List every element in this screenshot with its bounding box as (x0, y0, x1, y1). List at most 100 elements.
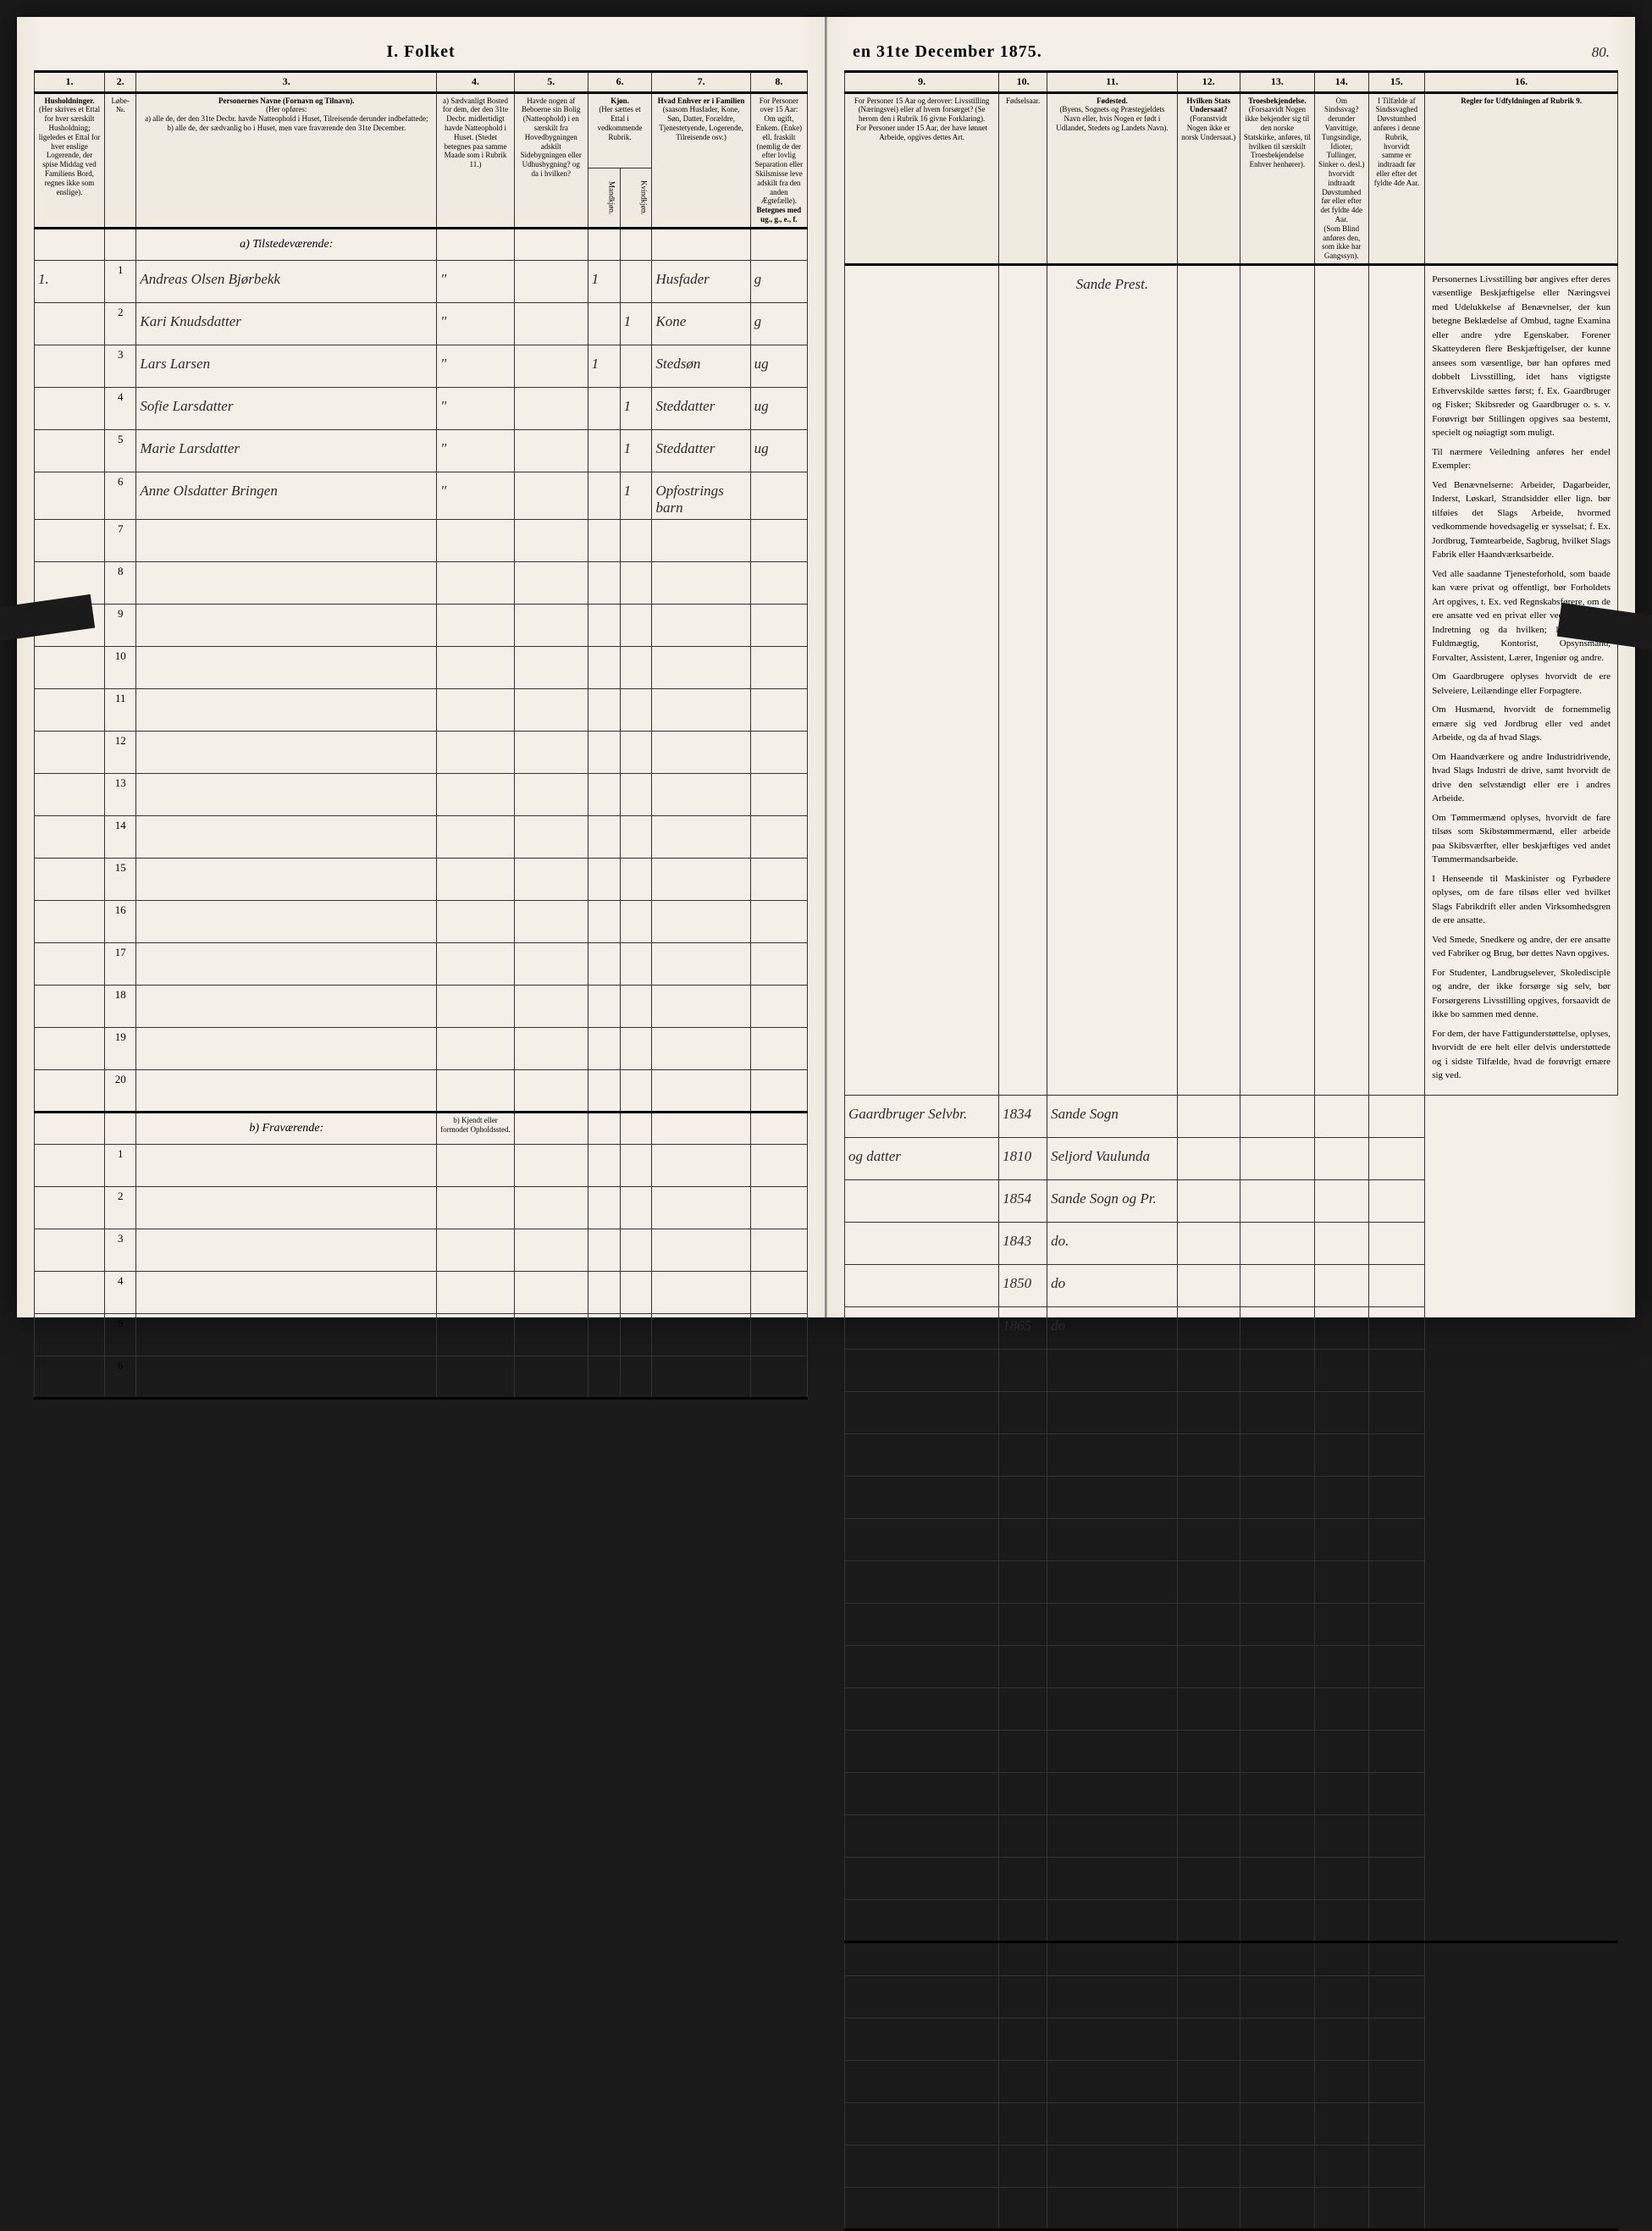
header-col5: Havde nogen af Beboerne sin Bolig (Natte… (514, 92, 588, 228)
table-row: 2 (35, 1186, 808, 1229)
family-position: Stedsøn (652, 345, 750, 387)
table-row: 11 (35, 688, 808, 731)
person-name: Sofie Larsdatter (136, 387, 437, 429)
marital-status (750, 472, 807, 519)
col-num-16: 16. (1425, 72, 1618, 93)
table-row: 3 Lars Larsen " 1 Stedsøn ug (35, 345, 808, 387)
section-b-label: b) Fraværende: (136, 1112, 437, 1144)
col-num-2: 2. (105, 72, 136, 93)
rules-paragraph: Personernes Livsstilling bør angives eft… (1432, 273, 1611, 440)
header-col1: Husholdninger.(Her skrives et Ettal for … (35, 92, 105, 228)
household-num (35, 387, 105, 429)
page-title-left: I. Folket (34, 42, 808, 62)
religion (1240, 1222, 1314, 1264)
disability (1314, 1137, 1368, 1179)
rules-paragraph: For Studenter, Landbrugselever, Skoledis… (1432, 966, 1611, 1022)
table-row: 9 (35, 604, 808, 646)
table-row: 5 (35, 1313, 808, 1356)
table-row: 5 Marie Larsdatter " 1 Steddatter ug (35, 429, 808, 472)
table-row: 15 (35, 858, 808, 900)
header-col4: a) Sædvanligt Bosted for dem, der den 31… (437, 92, 515, 228)
rules-paragraph: Om Haandværkere og andre Industridrivend… (1432, 750, 1611, 806)
col-num-4: 4. (437, 72, 515, 93)
disability-onset (1368, 1222, 1425, 1264)
table-row (845, 1476, 1618, 1518)
table-row (845, 2187, 1618, 2229)
household-num (35, 472, 105, 519)
family-position: Steddatter (652, 387, 750, 429)
table-row (845, 1730, 1618, 1772)
person-name: Lars Larsen (136, 345, 437, 387)
table-row (845, 2102, 1618, 2145)
rules-paragraph: Om Gaardbrugere oplyses hvorvidt de ere … (1432, 670, 1611, 698)
family-position: Husfader (652, 260, 750, 302)
col-num-6: 6. (588, 72, 652, 93)
rules-text-cell: Personernes Livsstilling bør angives eft… (1425, 264, 1618, 1095)
row-number: 17 (105, 942, 136, 985)
person-name: Marie Larsdatter (136, 429, 437, 472)
census-table-left: 1. 2. 3. 4. 5. 6. 7. 8. Husholdninger.(H… (34, 70, 808, 1400)
row-number: 1 (105, 1144, 136, 1186)
birth-year: 1843 (999, 1222, 1047, 1264)
table-row: 6 (35, 1356, 808, 1398)
header-col10: Fødselsaar. (999, 92, 1047, 264)
sex-male: 1 (588, 345, 620, 387)
row-number: 3 (105, 1229, 136, 1271)
birth-place: do (1047, 1306, 1178, 1349)
birth-place: do. (1047, 1222, 1178, 1264)
row-number: 7 (105, 519, 136, 561)
table-row: 13 (35, 773, 808, 815)
occupation: Gaardbruger Selvbr. (845, 1095, 999, 1137)
census-table-right: 9. 10. 11. 12. 13. 14. 15. 16. For Perso… (844, 70, 1618, 2231)
religion (1240, 1095, 1314, 1137)
sex-male (588, 472, 620, 519)
header-col6: Kjøn.(Her sættes et Ettal i vedkommende … (588, 92, 652, 168)
table-row (845, 1391, 1618, 1433)
row-number: 19 (105, 1027, 136, 1069)
citizenship (1177, 1137, 1240, 1179)
section-b-col4: b) Kjendt eller formodet Opholdssted. (437, 1112, 515, 1144)
col-num-8: 8. (750, 72, 807, 93)
birth-year: 1854 (999, 1179, 1047, 1222)
occupation (845, 1222, 999, 1264)
row-number: 18 (105, 985, 136, 1027)
table-row: Gaardbruger Selvbr. 1834 Sande Sogn (845, 1095, 1618, 1137)
table-row: 8 (35, 561, 808, 604)
table-row (845, 1560, 1618, 1603)
sex-female: 1 (620, 429, 652, 472)
table-row: 16 (35, 900, 808, 942)
religion (1240, 1306, 1314, 1349)
table-row (845, 1899, 1618, 1941)
household-num: 1. (35, 260, 105, 302)
table-row: 7 (35, 519, 808, 561)
disability-onset (1368, 1095, 1425, 1137)
table-row: 14 (35, 815, 808, 858)
table-row (845, 1603, 1618, 1645)
col-num-13: 13. (1240, 72, 1314, 93)
table-row: 1865 do (845, 1306, 1618, 1349)
birth-year: 1810 (999, 1137, 1047, 1179)
table-row (845, 1975, 1618, 2018)
marital-status: ug (750, 429, 807, 472)
row-number: 12 (105, 731, 136, 773)
marital-status: g (750, 302, 807, 345)
header-col7: Hvad Enhver er i Familien(saasom Husfade… (652, 92, 750, 228)
table-row: og datter 1810 Seljord Vaulunda (845, 1137, 1618, 1179)
household-num (35, 345, 105, 387)
table-row: 4 Sofie Larsdatter " 1 Steddatter ug (35, 387, 808, 429)
table-row: 19 (35, 1027, 808, 1069)
col-num-10: 10. (999, 72, 1047, 93)
col-num-7: 7. (652, 72, 750, 93)
citizenship (1177, 1306, 1240, 1349)
separate-building (514, 387, 588, 429)
row-number: 6 (105, 1356, 136, 1398)
household-num (35, 429, 105, 472)
residence: " (437, 302, 515, 345)
col-num-15: 15. (1368, 72, 1425, 93)
citizenship (1177, 1095, 1240, 1137)
table-row: 1854 Sande Sogn og Pr. (845, 1179, 1618, 1222)
residence: " (437, 345, 515, 387)
row-number: 14 (105, 815, 136, 858)
table-row (845, 1687, 1618, 1730)
table-row: 4 (35, 1271, 808, 1313)
